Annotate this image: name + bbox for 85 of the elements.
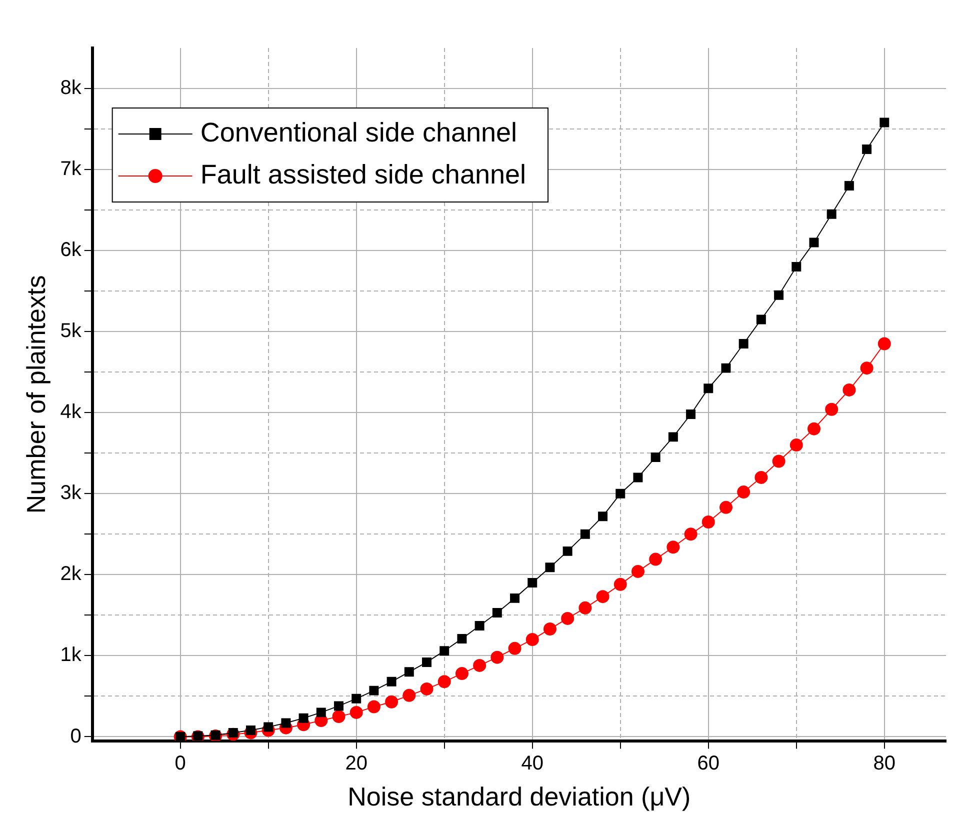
point: [702, 516, 715, 529]
point: [596, 590, 610, 604]
point: [807, 422, 820, 436]
point: [422, 657, 432, 667]
point: [842, 383, 856, 396]
point: [385, 695, 398, 708]
point: [455, 667, 468, 680]
point: [508, 642, 522, 655]
x-tick-label: 40: [521, 752, 544, 774]
point: [844, 181, 854, 190]
y-tick-label: 3k: [60, 482, 82, 504]
point: [510, 593, 520, 603]
point: [440, 646, 450, 656]
y-tick-label: 6k: [60, 239, 82, 262]
point: [420, 682, 434, 696]
point: [649, 552, 662, 566]
x-tick-label: 80: [873, 752, 896, 774]
point: [332, 710, 346, 723]
point: [543, 622, 556, 636]
point: [562, 546, 572, 556]
point: [772, 454, 786, 468]
y-tick-label: 8k: [60, 77, 82, 100]
point: [316, 708, 326, 718]
point: [386, 676, 396, 686]
y-tick-label: 5k: [60, 320, 82, 342]
point: [598, 512, 608, 522]
point: [862, 144, 872, 154]
point: [721, 363, 731, 373]
point: [367, 700, 380, 714]
point: [684, 528, 698, 541]
point: [352, 694, 362, 704]
point: [580, 529, 590, 539]
point: [666, 540, 680, 554]
legend-label: Fault assisted side channel: [200, 159, 526, 190]
x-tick-label: 60: [697, 752, 720, 774]
point: [686, 410, 696, 419]
point: [614, 578, 627, 591]
point: [880, 118, 890, 128]
point: [860, 362, 874, 375]
point: [561, 612, 574, 625]
point: [404, 667, 414, 677]
point: [737, 486, 750, 499]
point: [528, 578, 538, 588]
y-axis-title: Number of plaintexts: [20, 275, 51, 514]
point: [878, 337, 891, 350]
point: [809, 238, 819, 248]
point: [578, 601, 592, 614]
point: [756, 314, 766, 324]
point: [616, 488, 626, 498]
point: [473, 658, 486, 672]
point: [790, 438, 803, 452]
point: [704, 384, 714, 394]
y-tick-label: 2k: [60, 563, 82, 586]
y-tick-label: 7k: [60, 158, 82, 180]
x-axis-title: Noise standard deviation (μV): [348, 782, 691, 812]
point: [350, 706, 363, 719]
point: [631, 564, 644, 578]
point: [774, 290, 784, 300]
point: [826, 209, 836, 219]
y-tick-label: 0: [70, 725, 82, 748]
legend-label: Conventional side channel: [200, 117, 518, 148]
y-tick-label: 4k: [60, 401, 82, 424]
point: [526, 633, 539, 646]
point: [457, 634, 467, 644]
point: [281, 718, 291, 728]
point: [334, 701, 344, 711]
point: [633, 472, 643, 482]
point: [754, 470, 768, 484]
point: [545, 562, 555, 572]
point: [668, 432, 678, 442]
x-tick-label: 20: [345, 752, 368, 774]
point: [369, 686, 379, 696]
point: [490, 650, 504, 664]
point: [825, 402, 838, 416]
point: [438, 675, 451, 688]
point: [719, 500, 732, 514]
point: [738, 339, 748, 348]
point: [474, 620, 484, 630]
x-tick-label: 0: [174, 752, 186, 774]
point: [402, 688, 416, 702]
point: [650, 452, 660, 462]
y-tick-label: 1k: [60, 644, 82, 666]
point: [792, 262, 802, 272]
point: [492, 608, 502, 618]
point: [298, 713, 308, 723]
